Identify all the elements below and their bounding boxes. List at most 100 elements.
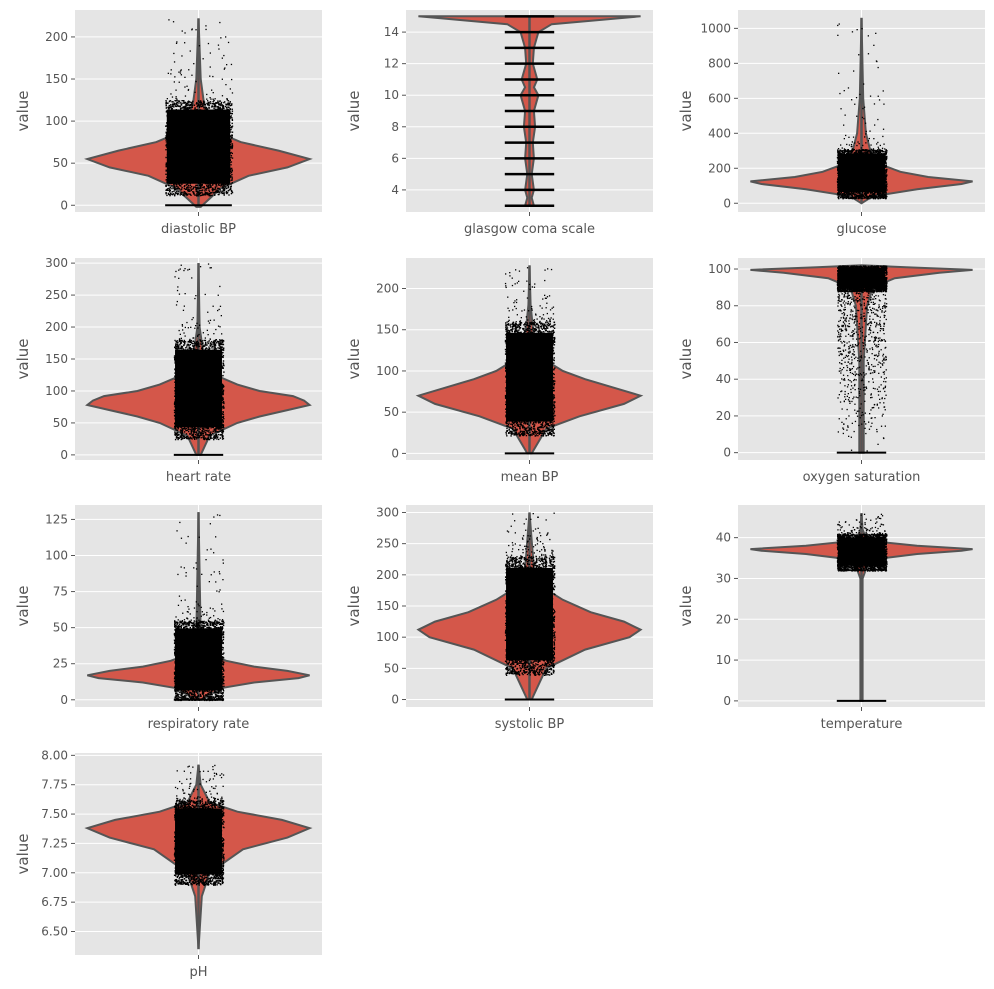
y-tick-label: 12 [384, 57, 399, 71]
y-tick-label: 0 [723, 694, 731, 708]
dense-points [838, 153, 885, 193]
y-tick-label: 100 [45, 549, 68, 563]
subplot-oxygen-saturation: 0 20 40 60 80 100 value oxygen saturation [677, 258, 985, 485]
y-tick-label: 25 [53, 657, 68, 671]
dense-points [175, 628, 222, 691]
y-tick-label: 0 [723, 196, 731, 210]
y-axis-title: value [14, 834, 32, 875]
y-tick-label: 100 [376, 364, 399, 378]
y-tick-label: 200 [45, 30, 68, 44]
strip-points [836, 265, 888, 454]
dense-points [175, 808, 222, 875]
y-tick-label: 0 [60, 198, 68, 212]
y-tick-label: 75 [53, 585, 68, 599]
y-axis-title: value [14, 339, 32, 380]
y-axis-title: value [14, 91, 32, 132]
dense-points [838, 267, 885, 288]
subplot-diastolic-bp: 0 50 100 150 200 value diastolic BP [14, 10, 322, 237]
y-tick-label: 150 [376, 323, 399, 337]
y-tick-label: 50 [384, 405, 399, 419]
y-tick-label: 400 [708, 126, 731, 140]
y-tick-label: 7.75 [41, 778, 68, 792]
y-tick-label: 200 [376, 568, 399, 582]
subplot-ph: 6.50 6.75 7.00 7.25 7.50 7.75 8.00 value pH [14, 748, 322, 980]
y-tick-label: 100 [45, 384, 68, 398]
x-category-label: temperature [821, 717, 903, 732]
y-tick-label: 300 [45, 256, 68, 270]
y-tick-label: 200 [45, 320, 68, 334]
y-tick-label: 20 [716, 409, 731, 423]
y-tick-label: 600 [708, 91, 731, 105]
dense-points [506, 332, 553, 422]
subplot-mean-bp: 0 50 100 150 200 value mean BP [345, 258, 653, 485]
y-tick-label: 4 [391, 183, 399, 197]
y-tick-label: 0 [391, 446, 399, 460]
y-tick-label: 20 [716, 612, 731, 626]
x-category-label: glucose [837, 222, 887, 237]
x-category-label: diastolic BP [161, 222, 236, 237]
subplot-glucose: 0 200 400 600 800 1000 value glucose [677, 10, 985, 237]
y-tick-label: 0 [391, 693, 399, 707]
dense-points [506, 567, 553, 661]
strip-points [165, 19, 234, 207]
y-tick-label: 10 [384, 88, 399, 102]
x-category-label: mean BP [501, 470, 559, 485]
strip-points [173, 263, 225, 456]
y-tick-label: 50 [53, 156, 68, 170]
y-tick-label: 7.00 [41, 866, 68, 880]
strip-points [836, 513, 888, 702]
y-tick-label: 0 [60, 448, 68, 462]
x-category-label: heart rate [166, 470, 231, 485]
y-tick-label: 6.75 [41, 895, 68, 909]
y-tick-label: 50 [53, 621, 68, 635]
y-axis-title: value [345, 586, 363, 627]
y-axis-title: value [677, 339, 695, 380]
y-axis-title: value [345, 91, 363, 132]
y-tick-label: 50 [53, 416, 68, 430]
y-tick-label: 150 [45, 72, 68, 86]
y-tick-label: 14 [384, 25, 399, 39]
y-tick-label: 800 [708, 56, 731, 70]
y-tick-label: 125 [45, 512, 68, 526]
y-tick-label: 200 [376, 282, 399, 296]
y-tick-label: 50 [384, 661, 399, 675]
y-tick-label: 200 [708, 161, 731, 175]
y-tick-label: 250 [376, 537, 399, 551]
y-tick-label: 7.50 [41, 807, 68, 821]
y-tick-label: 10 [716, 653, 731, 667]
y-tick-label: 6.50 [41, 925, 68, 939]
strip-points [836, 23, 888, 200]
y-axis-title: value [677, 91, 695, 132]
dense-points [166, 109, 231, 184]
y-tick-label: 250 [45, 288, 68, 302]
y-tick-label: 6 [391, 151, 399, 165]
y-tick-label: 8 [391, 120, 399, 134]
strip-points [173, 764, 225, 886]
y-tick-label: 300 [376, 505, 399, 519]
dense-points [175, 349, 222, 428]
strip-points [504, 267, 556, 455]
y-tick-label: 100 [376, 630, 399, 644]
x-category-label: glasgow coma scale [464, 222, 595, 237]
y-tick-label: 60 [716, 335, 731, 349]
y-tick-label: 7.25 [41, 836, 68, 850]
y-tick-label: 40 [716, 372, 731, 386]
y-tick-label: 0 [723, 446, 731, 460]
strip-points [173, 514, 225, 702]
y-tick-label: 0 [60, 693, 68, 707]
y-tick-label: 100 [45, 114, 68, 128]
y-tick-label: 100 [708, 262, 731, 276]
x-category-label: systolic BP [495, 717, 565, 732]
y-tick-label: 150 [376, 599, 399, 613]
y-tick-label: 80 [716, 299, 731, 313]
x-category-label: oxygen saturation [803, 470, 921, 485]
subplot-heart-rate: 0 50 100 150 200 250 300 value heart rate [14, 256, 322, 485]
y-tick-label: 40 [716, 531, 731, 545]
subplot-systolic-bp: 0 50 100 150 200 250 300 value systolic BP [345, 505, 653, 732]
subplot-glasgow-coma-scale: 4 6 8 10 12 14 value glasgow coma scale [345, 10, 653, 237]
dense-points [838, 537, 885, 566]
y-axis-title: value [14, 586, 32, 627]
y-tick-label: 30 [716, 571, 731, 585]
y-axis-title: value [345, 339, 363, 380]
